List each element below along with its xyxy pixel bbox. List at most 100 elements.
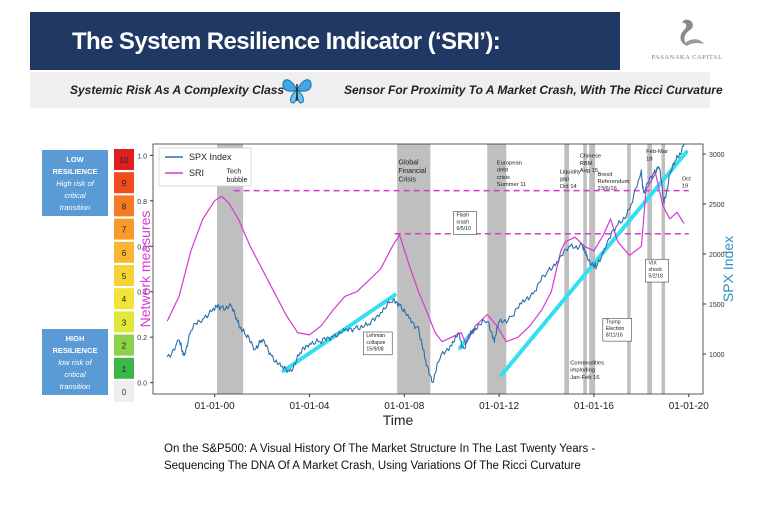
annotation-text: bubble bbox=[226, 177, 247, 184]
scale-level bbox=[114, 195, 134, 217]
legend: SPX Index SRI bbox=[158, 147, 252, 187]
annotation-text: Summer 11 bbox=[497, 182, 527, 188]
trend-line bbox=[499, 150, 689, 377]
x-tick-label: 01-01-16 bbox=[574, 401, 614, 412]
annotation: Oct 19 bbox=[682, 176, 691, 189]
high-resilience-text: transition bbox=[60, 382, 90, 391]
logo-text: PASANAKA CAPITAL bbox=[651, 54, 723, 61]
scale-level-label: 9 bbox=[122, 179, 127, 188]
caption: On the S&P500: A Visual History Of The M… bbox=[164, 441, 595, 475]
caption-line-2: Sequencing The DNA Of A Market Crash, Us… bbox=[164, 460, 581, 472]
annotation-text: shock bbox=[648, 267, 662, 273]
annotation-text: Tech bbox=[226, 169, 241, 176]
annotation-text: Feb-Mar bbox=[646, 149, 668, 155]
annotation-box bbox=[453, 211, 477, 235]
low-resilience-text: transition bbox=[60, 203, 90, 212]
scale-level bbox=[114, 149, 134, 170]
y-tick-label: 0.0 bbox=[137, 381, 147, 388]
scale-level bbox=[114, 381, 134, 402]
legend-box bbox=[158, 147, 252, 187]
annotation-text: Liquidity bbox=[560, 170, 581, 176]
annotation-text: 23/6/16 bbox=[598, 186, 617, 192]
scale-level-label: 8 bbox=[122, 202, 127, 211]
crisis-band bbox=[627, 144, 631, 394]
annotation-text: debt bbox=[497, 168, 509, 174]
high-resilience-text: low risk of bbox=[58, 358, 92, 367]
annotation-text: 5/2/18 bbox=[648, 274, 663, 280]
y2-tick-label: 2500 bbox=[709, 202, 725, 209]
sri-series-line bbox=[166, 172, 685, 345]
legend-label: SRI bbox=[189, 168, 204, 178]
subtitle-left: Systemic Risk As A Complexity Class bbox=[70, 83, 285, 97]
annotation-text: Trump bbox=[606, 320, 621, 326]
low-resilience-box bbox=[42, 150, 108, 216]
plot-frame bbox=[152, 143, 704, 395]
annotation-text: 8/11/16 bbox=[606, 333, 623, 339]
legend-label: SPX Index bbox=[189, 152, 232, 162]
annotation-text: Oct bbox=[682, 176, 691, 182]
x-axis-label: Time bbox=[383, 412, 414, 428]
annotation-text: 15/9/08 bbox=[366, 346, 383, 352]
annotation-text: Election bbox=[606, 326, 625, 332]
annotation-text: Oct 14 bbox=[560, 184, 578, 190]
annotation-text: 18 bbox=[646, 156, 652, 162]
crisis-band bbox=[487, 144, 507, 394]
butterfly-icon bbox=[282, 79, 312, 104]
swan-logo-icon bbox=[680, 19, 704, 46]
annotation-text: European bbox=[497, 160, 522, 166]
annotation-text: Referendum bbox=[598, 179, 630, 185]
sri-chart: 0.0 0.2 0.4 0.6 0.8 1.0 1000 1500 2000 2500 3000 01… bbox=[137, 143, 736, 428]
annotation-box bbox=[602, 318, 632, 342]
high-resilience-text: HIGH bbox=[66, 334, 85, 343]
annotation-text: Global bbox=[398, 159, 419, 166]
annotation-text: Lehman bbox=[366, 333, 385, 339]
y-axis-label: Network measures bbox=[137, 211, 153, 328]
annotation-text: Crisis bbox=[398, 176, 416, 183]
y2-tick-label: 3000 bbox=[709, 152, 725, 159]
annotation-text: Jan-Feb 16 bbox=[570, 375, 599, 381]
y2-tick-label: 1500 bbox=[709, 302, 725, 309]
x-tick-label: 01-01-00 bbox=[195, 401, 235, 412]
scale-level-label: 3 bbox=[122, 318, 127, 327]
annotation-text: crash bbox=[456, 219, 469, 225]
annotation-text: 6/5/10 bbox=[456, 226, 471, 232]
y-tick-label: 1.0 bbox=[137, 153, 147, 160]
scale-level-label: 4 bbox=[122, 295, 127, 304]
scale-level-label: 1 bbox=[122, 365, 127, 374]
y-tick-label: 0.4 bbox=[137, 290, 147, 297]
low-resilience-text: LOW bbox=[66, 155, 84, 164]
scale-level-label: 7 bbox=[122, 226, 127, 235]
low-resilience-text: RESILIENCE bbox=[52, 167, 97, 176]
x-tick-label: 01-01-12 bbox=[479, 401, 519, 412]
subtitle-bar: Systemic Risk As A Complexity Class Sens… bbox=[30, 72, 723, 108]
scale-level bbox=[114, 172, 134, 194]
subtitle-right: Sensor For Proximity To A Market Crash, … bbox=[344, 83, 723, 97]
scale-level bbox=[114, 311, 134, 333]
annotation-text: VIX bbox=[648, 260, 657, 266]
annotation-text: crisis bbox=[497, 175, 510, 181]
annotation-text: imploding bbox=[570, 368, 595, 374]
annotation-text: 19 bbox=[682, 184, 688, 190]
annotation-text: Chinese bbox=[580, 154, 601, 160]
scale-level bbox=[114, 357, 134, 379]
y-tick-label: 0.8 bbox=[137, 199, 147, 206]
y-tick-label: 0.2 bbox=[137, 335, 147, 342]
x-tick-label: 01-01-20 bbox=[669, 401, 709, 412]
high-resilience-text: critical bbox=[64, 370, 86, 379]
scale-level bbox=[114, 218, 134, 240]
annotation-text: Aug 15 bbox=[580, 168, 598, 174]
scale-level-label: 5 bbox=[122, 272, 127, 281]
company-logo: PASANAKA CAPITAL bbox=[622, 12, 752, 70]
crisis-band bbox=[583, 144, 587, 394]
low-resilience-text: High risk of bbox=[56, 179, 94, 188]
